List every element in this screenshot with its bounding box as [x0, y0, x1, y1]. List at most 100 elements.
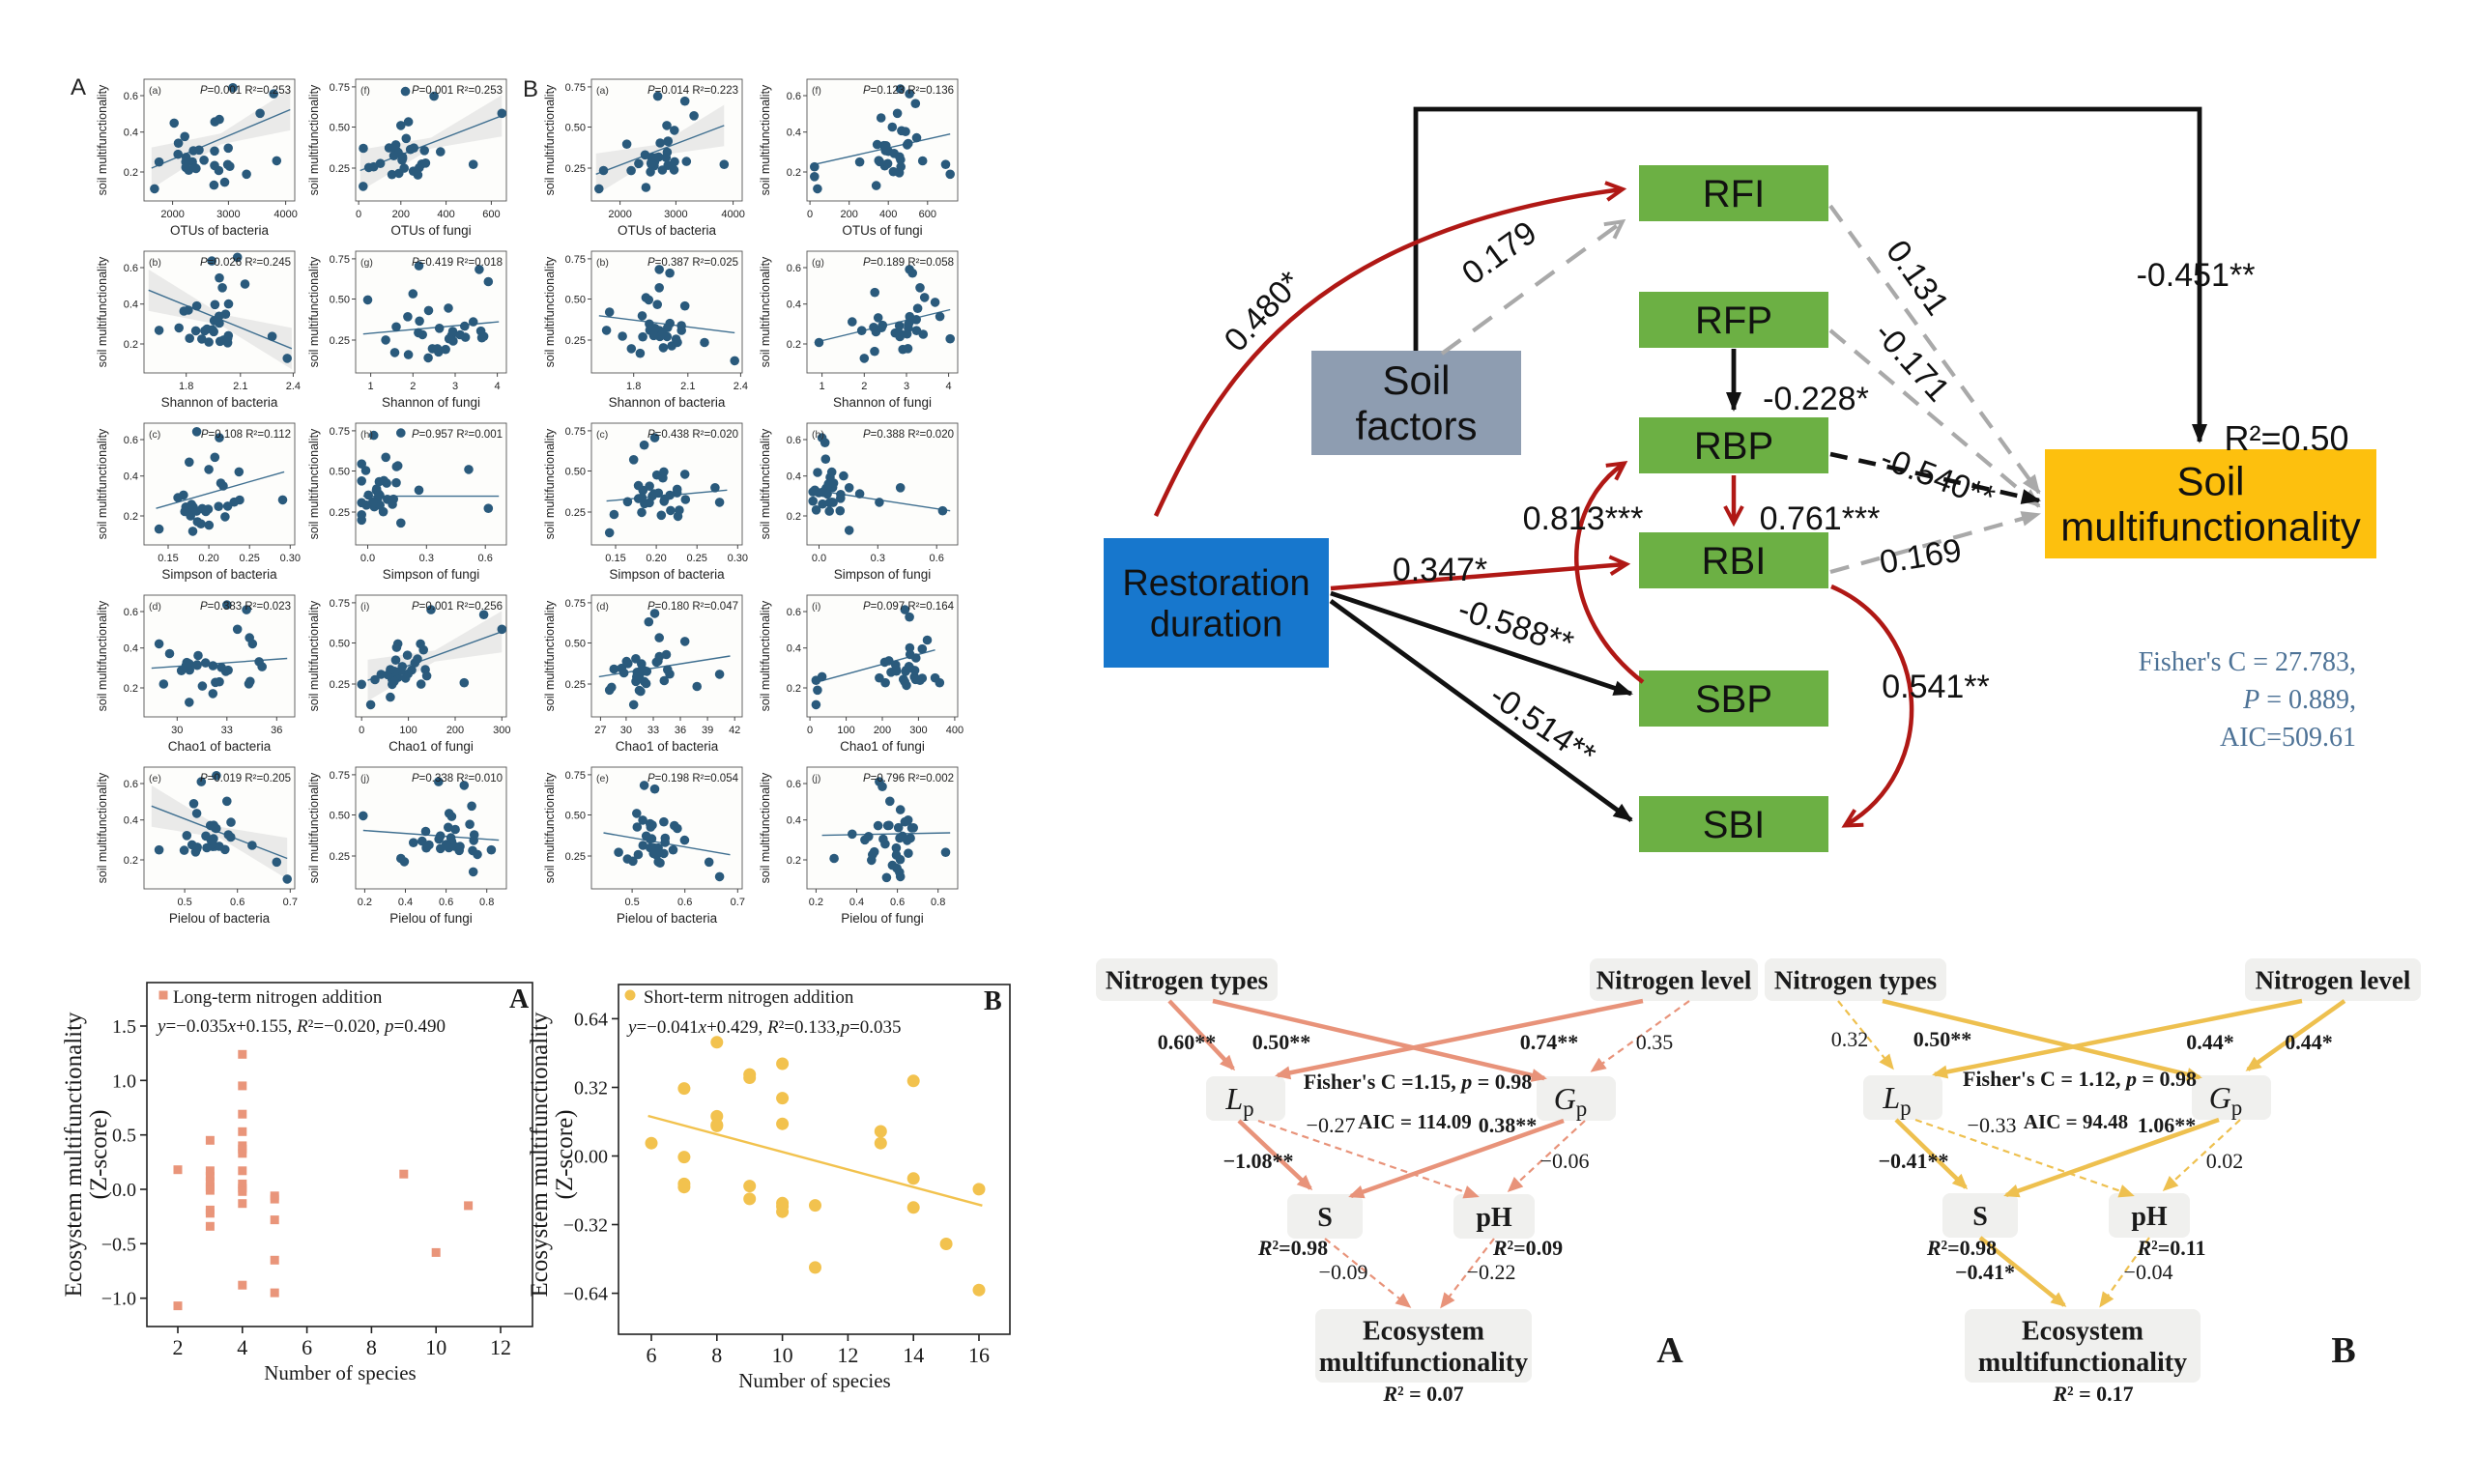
svg-text:Pielou of fungi: Pielou of fungi [841, 911, 924, 926]
svg-text:0.5: 0.5 [177, 897, 191, 908]
svg-text:P=0.026 R²=0.245: P=0.026 R²=0.245 [200, 257, 291, 269]
svg-text:(j): (j) [360, 773, 369, 785]
svg-text:Ecosystem: Ecosystem [2022, 1317, 2143, 1347]
svg-text:0.50: 0.50 [565, 811, 586, 822]
svg-text:0.38**: 0.38** [1479, 1113, 1538, 1137]
svg-text:Chao1 of fungi: Chao1 of fungi [840, 739, 925, 754]
svg-text:0.4: 0.4 [787, 300, 801, 311]
svg-text:−0.41**: −0.41** [1878, 1149, 1948, 1173]
svg-text:0.8: 0.8 [931, 897, 945, 908]
svg-text:−0.5: −0.5 [101, 1234, 136, 1255]
svg-text:0.131: 0.131 [1879, 234, 1956, 323]
svg-text:400: 400 [946, 725, 964, 736]
svg-text:0.6: 0.6 [787, 607, 801, 618]
svg-text:0.25: 0.25 [330, 163, 350, 175]
svg-text:0.3: 0.3 [419, 553, 434, 564]
svg-text:33: 33 [647, 725, 659, 736]
svg-text:4000: 4000 [273, 209, 297, 220]
svg-text:Gp: Gp [2209, 1080, 2243, 1120]
svg-text:0.6: 0.6 [124, 435, 138, 446]
svg-text:36: 36 [675, 725, 686, 736]
svg-text:−0.22: −0.22 [1467, 1260, 1516, 1284]
svg-text:0.2: 0.2 [124, 855, 138, 867]
svg-text:0.6: 0.6 [124, 779, 138, 790]
svg-text:0.4: 0.4 [124, 128, 138, 139]
svg-text:(g): (g) [812, 257, 824, 269]
svg-text:0.2: 0.2 [809, 897, 823, 908]
svg-text:Nitrogen types: Nitrogen types [1106, 966, 1268, 995]
svg-text:(g): (g) [360, 257, 373, 269]
svg-text:(Z-score): (Z-score) [86, 1110, 112, 1200]
svg-text:soil multifunctionality: soil multifunctionality [307, 772, 321, 883]
svg-text:Simpson of bacteria: Simpson of bacteria [161, 567, 277, 582]
svg-text:−1.0: −1.0 [101, 1289, 136, 1310]
svg-text:(i): (i) [360, 601, 369, 613]
svg-text:10: 10 [772, 1343, 793, 1367]
svg-text:0.2: 0.2 [358, 897, 372, 908]
svg-text:−1.08**: −1.08** [1223, 1149, 1293, 1173]
svg-text:0.50: 0.50 [565, 639, 586, 650]
svg-text:A: A [1656, 1330, 1683, 1371]
svg-text:0.6: 0.6 [787, 779, 801, 790]
svg-text:OTUs of bacteria: OTUs of bacteria [618, 223, 717, 238]
svg-text:0.2: 0.2 [787, 511, 801, 523]
svg-text:soil multifunctionality: soil multifunctionality [543, 84, 557, 195]
svg-text:Shannon of fungi: Shannon of fungi [382, 395, 480, 410]
svg-text:OTUs of bacteria: OTUs of bacteria [170, 223, 270, 238]
svg-text:200: 200 [446, 725, 464, 736]
svg-text:(i): (i) [812, 601, 820, 613]
svg-text:Nitrogen types: Nitrogen types [1774, 966, 1937, 995]
svg-text:P=0.019 R²=0.205: P=0.019 R²=0.205 [200, 773, 291, 785]
svg-text:(a): (a) [149, 85, 161, 97]
svg-text:0.6: 0.6 [439, 897, 453, 908]
svg-text:−0.33: −0.33 [1968, 1113, 2017, 1137]
svg-text:4: 4 [237, 1335, 247, 1359]
svg-text:30: 30 [620, 725, 632, 736]
svg-text:A: A [71, 74, 86, 100]
svg-text:400: 400 [879, 209, 897, 220]
svg-text:0.541**: 0.541** [1882, 669, 1990, 705]
svg-text:P = 0.889,: P = 0.889, [2242, 685, 2356, 715]
svg-text:0.50**: 0.50** [1913, 1027, 1972, 1051]
svg-text:(Z-score): (Z-score) [552, 1110, 578, 1200]
svg-text:(d): (d) [596, 601, 609, 613]
svg-text:0.30: 0.30 [728, 553, 748, 564]
svg-text:0.15: 0.15 [605, 553, 625, 564]
svg-text:2: 2 [173, 1335, 184, 1359]
svg-text:(e): (e) [149, 773, 161, 785]
svg-text:Soil: Soil [1382, 357, 1450, 403]
svg-text:multifunctionality: multifunctionality [1319, 1348, 1528, 1378]
svg-text:0.25: 0.25 [565, 851, 586, 863]
svg-text:soil multifunctionality: soil multifunctionality [759, 772, 772, 883]
svg-text:0.4: 0.4 [787, 815, 801, 827]
svg-text:P=0.001 R²=0.256: P=0.001 R²=0.256 [412, 601, 503, 613]
svg-text:1.8: 1.8 [179, 381, 193, 392]
svg-text:0.8: 0.8 [479, 897, 494, 908]
svg-text:0.75: 0.75 [565, 82, 586, 94]
svg-text:3000: 3000 [664, 209, 687, 220]
svg-text:Fisher's C =1.15, p = 0.98: Fisher's C =1.15, p = 0.98 [1304, 1070, 1533, 1094]
svg-text:y=−0.035x+0.155, R²=−0.020, p=: y=−0.035x+0.155, R²=−0.020, p=0.490 [156, 1016, 446, 1037]
svg-text:0.6: 0.6 [787, 91, 801, 102]
svg-text:0.35: 0.35 [1636, 1030, 1674, 1054]
svg-text:0.2: 0.2 [124, 511, 138, 523]
svg-text:0.50: 0.50 [330, 639, 350, 650]
svg-text:B: B [984, 986, 1002, 1016]
svg-text:Ecosystem multifunctionality: Ecosystem multifunctionality [527, 1012, 553, 1298]
svg-text:0.6: 0.6 [230, 897, 245, 908]
svg-text:soil multifunctionality: soil multifunctionality [543, 256, 557, 367]
svg-text:1.06**: 1.06** [2138, 1113, 2197, 1137]
svg-text:−0.41*: −0.41* [1955, 1260, 2015, 1284]
svg-text:0.4: 0.4 [787, 643, 801, 655]
svg-text:0.15: 0.15 [158, 553, 178, 564]
svg-text:400: 400 [437, 209, 454, 220]
svg-text:AIC=509.61: AIC=509.61 [2220, 723, 2356, 753]
svg-text:36: 36 [271, 725, 282, 736]
svg-text:10: 10 [425, 1335, 446, 1359]
svg-text:Ecosystem multifunctionality: Ecosystem multifunctionality [61, 1012, 87, 1298]
svg-text:0.75: 0.75 [330, 254, 350, 266]
svg-text:200: 200 [392, 209, 410, 220]
svg-text:P=0.014 R²=0.223: P=0.014 R²=0.223 [647, 85, 738, 97]
svg-text:0.44*: 0.44* [2285, 1030, 2333, 1054]
svg-text:0.347*: 0.347* [1393, 552, 1487, 588]
